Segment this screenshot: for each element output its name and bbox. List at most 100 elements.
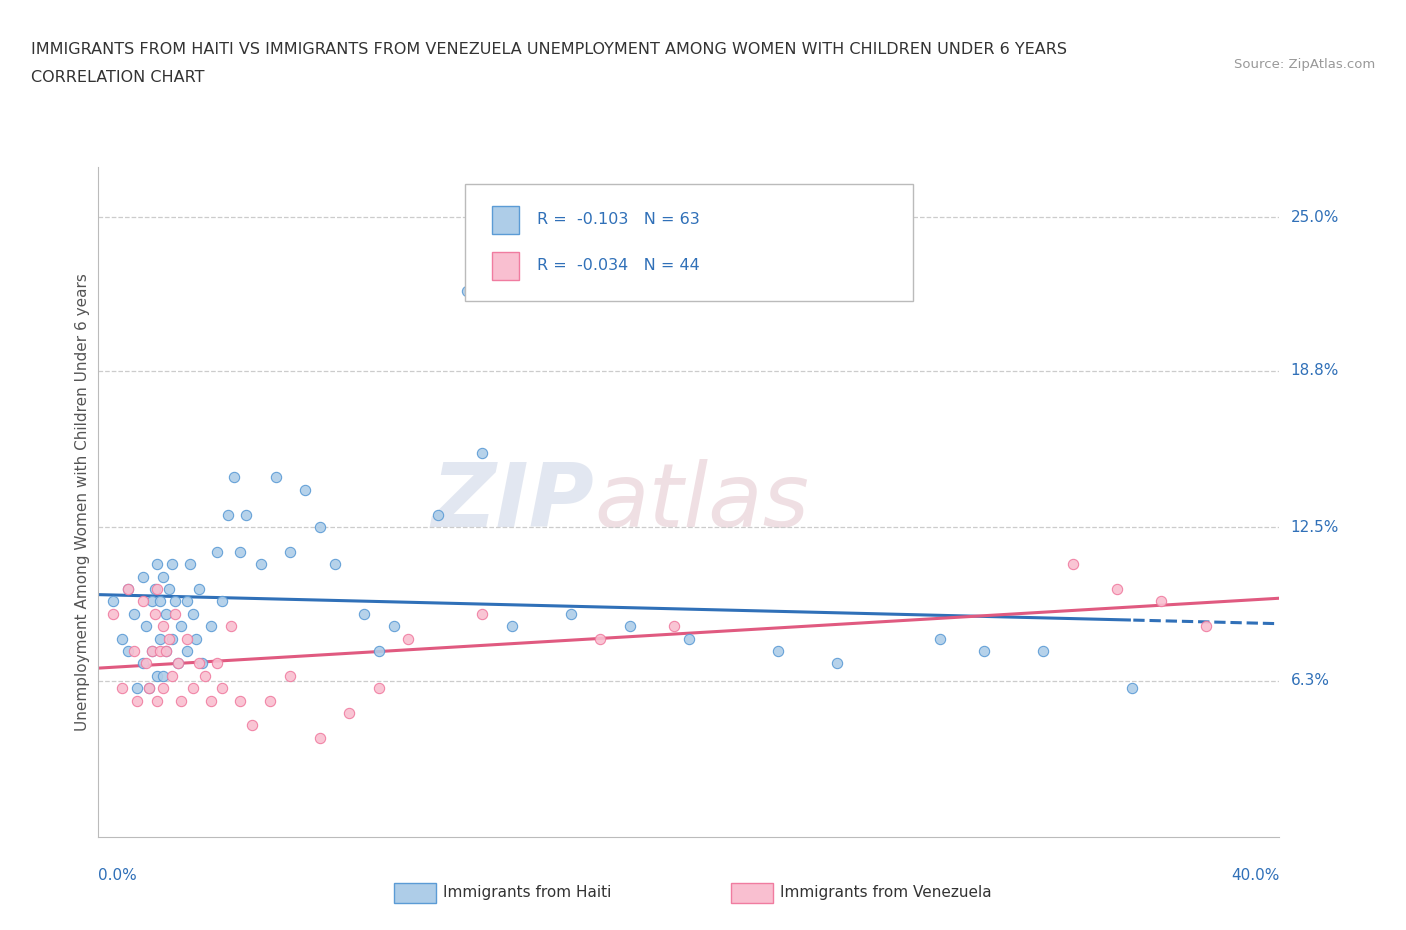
Point [184,631,207,646]
Point [250,557,273,572]
Point [278,544,302,559]
Point [141,594,163,609]
Point [117,644,139,658]
Point [165,606,187,621]
Point [167,656,190,671]
Point [176,631,198,646]
Point [1150,594,1173,609]
Point [152,618,174,633]
Point [155,606,177,621]
Point [309,730,332,745]
Point [152,681,174,696]
Point [219,618,242,633]
Point [103,606,125,621]
Point [928,631,950,646]
Point [132,594,155,609]
Point [157,581,180,596]
Point [259,693,281,708]
Point [471,445,494,460]
Point [146,669,169,684]
Point [152,569,174,584]
Text: R =  -0.103   N = 63: R = -0.103 N = 63 [537,212,699,227]
Point [135,618,157,633]
Point [132,656,155,671]
Point [471,606,494,621]
Point [132,569,155,584]
Text: R =  -0.034   N = 44: R = -0.034 N = 44 [537,259,699,273]
Point [187,656,209,671]
Point [235,507,257,522]
Point [456,284,478,299]
Point [825,656,848,671]
Point [111,681,134,696]
Point [1105,581,1128,596]
FancyBboxPatch shape [492,206,519,233]
Point [194,669,217,684]
Point [229,693,252,708]
Point [125,693,148,708]
Point [122,644,145,658]
Point [152,669,174,684]
Point [589,631,612,646]
Point [240,718,263,733]
Point [278,669,302,684]
Text: 12.5%: 12.5% [1291,520,1339,535]
Point [766,644,789,658]
Point [337,706,360,721]
Point [146,581,169,596]
Point [678,631,700,646]
Point [111,631,134,646]
Point [211,594,233,609]
Point [619,618,641,633]
Point [181,681,204,696]
Point [170,618,193,633]
FancyBboxPatch shape [492,252,519,280]
Point [396,631,419,646]
Point [165,594,187,609]
FancyBboxPatch shape [464,184,914,301]
Point [155,644,177,658]
Text: ZIP: ZIP [432,458,595,546]
Point [103,594,125,609]
Text: Source: ZipAtlas.com: Source: ZipAtlas.com [1234,58,1375,71]
Point [138,681,160,696]
Point [138,681,160,696]
Text: Immigrants from Venezuela: Immigrants from Venezuela [780,885,993,900]
Point [229,544,252,559]
Point [323,557,346,572]
Point [117,581,139,596]
Point [1062,557,1084,572]
Point [1121,681,1143,696]
Point [143,581,166,596]
Point [149,631,172,646]
Text: CORRELATION CHART: CORRELATION CHART [31,70,204,85]
Point [141,644,163,658]
Point [149,644,172,658]
Point [224,470,246,485]
Point [353,606,375,621]
Point [155,644,177,658]
Point [170,693,193,708]
Point [187,581,209,596]
Point [122,606,145,621]
Point [560,606,582,621]
Text: atlas: atlas [595,459,810,545]
Point [1032,644,1054,658]
Point [179,557,201,572]
Point [135,656,157,671]
Point [200,618,222,633]
Point [143,606,166,621]
Point [205,544,228,559]
Point [125,681,148,696]
Point [294,483,316,498]
Text: 25.0%: 25.0% [1291,209,1339,224]
Point [427,507,450,522]
Point [141,644,163,658]
Point [211,681,233,696]
Point [501,618,523,633]
Point [162,669,183,684]
Point [309,520,332,535]
Point [157,631,180,646]
Point [368,644,391,658]
Text: 18.8%: 18.8% [1291,364,1339,379]
